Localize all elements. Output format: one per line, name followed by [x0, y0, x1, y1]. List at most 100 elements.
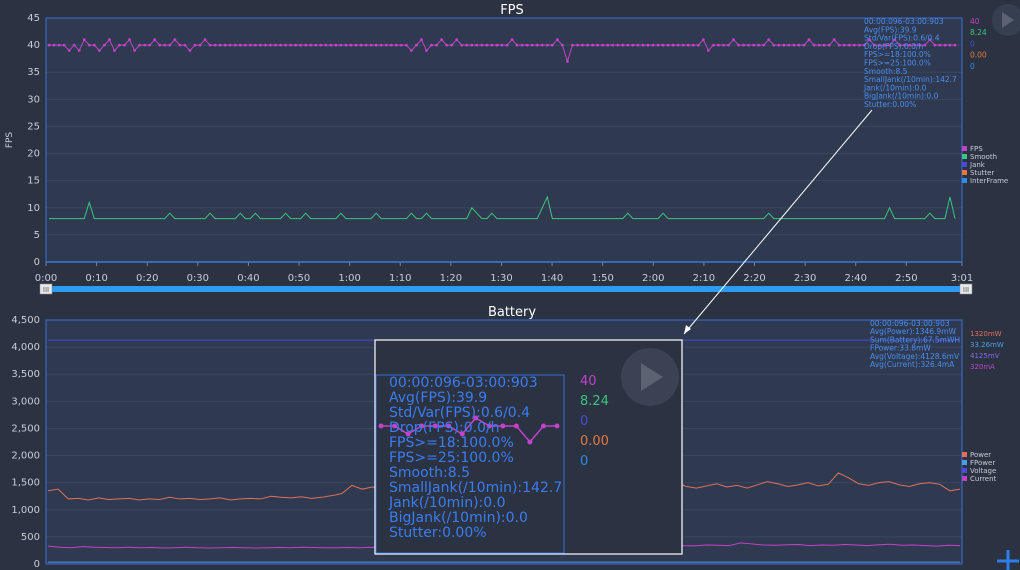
fps-point: [364, 43, 368, 47]
fps-point: [747, 43, 751, 47]
fps-point: [67, 49, 71, 52]
magnifier-fps-point: [540, 423, 546, 429]
fps-point: [253, 43, 257, 47]
battery-side-value: 33.26mW: [970, 341, 1004, 349]
magnifier-fps-point: [513, 423, 519, 429]
fps-x-tick-label: 1:40: [541, 273, 563, 284]
magnifier-side-value: 8.24: [580, 394, 609, 409]
fps-point: [671, 43, 675, 47]
battery-legend-label: Current: [970, 475, 997, 483]
magnifier-fps-point: [419, 423, 425, 429]
slider-left-handle-box[interactable]: [39, 283, 53, 295]
magnifier-stat-line: Std/Var(FPS):0.6/0.4: [389, 405, 530, 421]
magnifier-fps-point: [378, 423, 384, 429]
fps-point: [500, 43, 504, 47]
fps-y-tick-label: 25: [27, 121, 40, 132]
magnifier-stat-line: BigJank(/10min):0.0: [389, 510, 528, 526]
play-icon: [641, 363, 663, 391]
battery-y-tick-label: 4,500: [11, 315, 40, 326]
fps-point: [183, 43, 187, 47]
fps-point: [168, 43, 172, 47]
time-range-slider[interactable]: III III: [39, 283, 973, 295]
fps-side-value: 0.00: [970, 51, 987, 60]
fps-point: [696, 43, 700, 47]
fps-point: [108, 38, 111, 42]
fps-point: [550, 43, 554, 47]
fps-point: [123, 43, 126, 47]
fps-point: [727, 43, 730, 47]
fps-point: [188, 49, 192, 52]
fps-x-tick-label: 0:20: [136, 273, 158, 284]
battery-legend-swatch: [962, 452, 967, 457]
fps-point: [354, 43, 358, 47]
fps-point: [475, 43, 479, 47]
fps-title: FPS: [500, 3, 524, 18]
fps-point: [852, 43, 856, 47]
battery-legend-swatch: [962, 468, 967, 473]
battery-stat-line: Avg(Current):326.4mA: [870, 360, 955, 369]
fps-point: [752, 43, 756, 47]
fps-point: [349, 43, 353, 47]
magnifier-play-button[interactable]: [621, 348, 679, 406]
fps-point: [304, 43, 308, 47]
fps-point: [782, 43, 786, 47]
fps-point: [269, 43, 272, 47]
magnifier-stat-line: FPS>=18:100.0%: [389, 435, 514, 451]
fps-x-tick-label: 2:40: [844, 273, 866, 284]
fps-y-axis-label: FPS: [5, 132, 15, 149]
slider-left-handle[interactable]: III: [39, 283, 53, 295]
fps-stat-line: Jank(/10min):0.0: [863, 83, 927, 92]
magnifier-stat-line: Drop(FPS):0.0/h: [389, 420, 500, 436]
fps-point: [465, 43, 469, 47]
fps-point: [344, 43, 348, 47]
fps-x-tick-label: 0:50: [288, 273, 310, 284]
fps-point: [118, 43, 121, 47]
fps-point: [198, 43, 202, 47]
battery-legend-label: Power: [970, 451, 991, 459]
fps-point: [319, 43, 323, 47]
fps-point: [72, 43, 76, 47]
fps-point: [369, 43, 373, 47]
magnifier-fps-point: [392, 423, 398, 429]
fps-y-tick-label: 40: [27, 40, 40, 51]
fps-point: [817, 43, 821, 47]
fps-point: [148, 43, 152, 47]
fps-y-tick-label: 5: [34, 230, 40, 241]
fps-point: [777, 43, 781, 47]
battery-legend-swatch: [962, 476, 967, 481]
fps-x-tick-label: 0:30: [187, 273, 209, 284]
slider-track[interactable]: [50, 286, 962, 292]
fps-point: [883, 43, 886, 47]
slider-right-handle[interactable]: III: [959, 283, 973, 295]
slider-right-handle-box[interactable]: [959, 283, 973, 295]
play-button-top[interactable]: [992, 4, 1020, 36]
fps-point: [681, 43, 685, 47]
fps-legend-swatch: [962, 154, 967, 159]
magnifier-stat-line: 00:00:096-03:00:903: [389, 375, 538, 391]
fps-point: [208, 43, 212, 47]
magnifier-overlay: 00:00:096-03:00:903Avg(FPS):39.9Std/Var(…: [374, 339, 683, 555]
fps-point: [379, 43, 383, 47]
battery-y-tick-label: 2,000: [11, 451, 40, 462]
magnifier-stat-line: Stutter:0.00%: [389, 525, 487, 541]
fps-point: [87, 43, 91, 47]
fps-chart: FPS FPS 0 5 10 15 20 25 30 35 40 45 0:00 0:10 0:20 0…: [5, 3, 1020, 284]
fps-y-tick-label: 45: [27, 13, 40, 24]
fps-point: [153, 38, 157, 42]
fps-legend-swatch: [962, 178, 967, 183]
fps-legend-swatch: [962, 170, 967, 175]
fps-point: [561, 43, 564, 47]
fps-point: [173, 38, 177, 42]
magnifier-stat-line: Smooth:8.5: [389, 465, 470, 481]
fps-point: [359, 43, 363, 47]
fps-legend-label: Jank: [969, 161, 986, 169]
add-button[interactable]: [997, 550, 1019, 570]
fps-point: [857, 43, 861, 47]
battery-title: Battery: [488, 305, 536, 320]
fps-point: [873, 43, 876, 47]
fps-x-tick-label: 2:20: [743, 273, 765, 284]
fps-point: [691, 43, 695, 47]
fps-point: [611, 43, 615, 47]
fps-point: [792, 43, 796, 47]
fps-point: [505, 43, 509, 47]
